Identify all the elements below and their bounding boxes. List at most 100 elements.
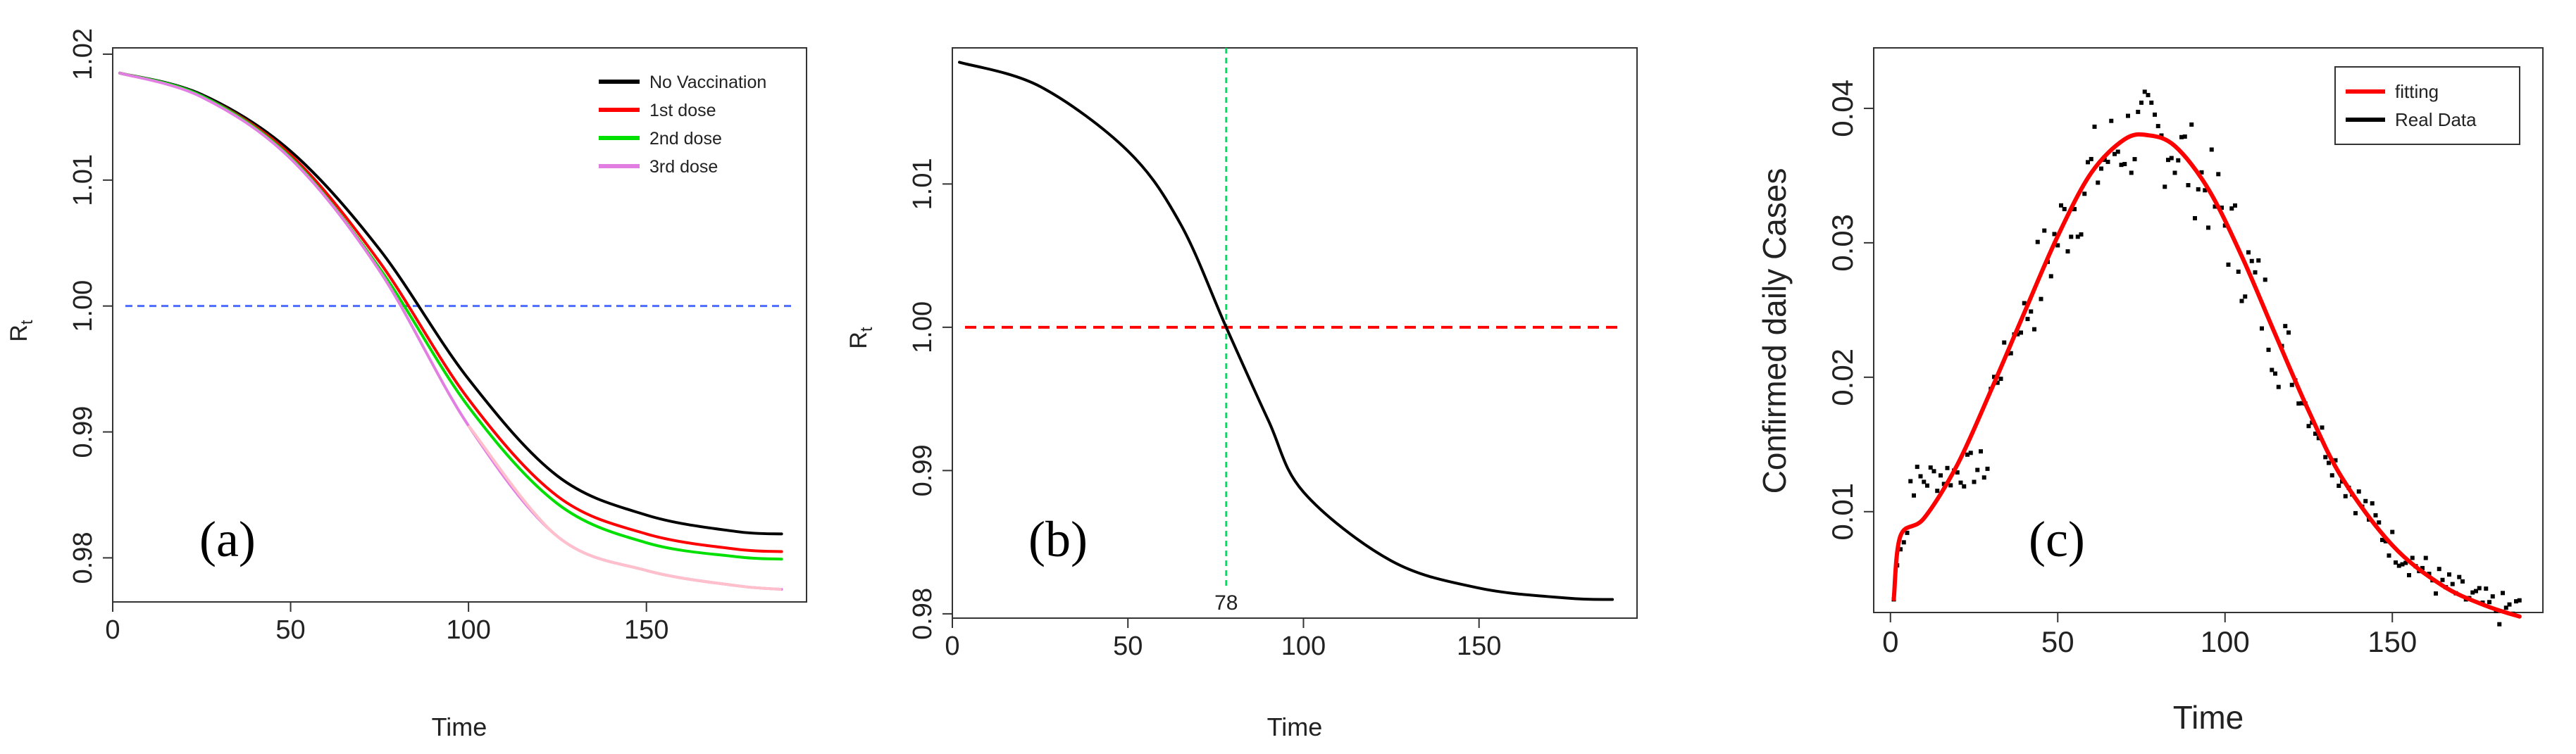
data-point bbox=[2129, 170, 2134, 175]
data-point bbox=[2353, 510, 2358, 515]
data-point bbox=[2179, 134, 2184, 139]
data-point bbox=[2226, 262, 2231, 267]
x-tick-label: 100 bbox=[2201, 625, 2250, 658]
series-group bbox=[118, 71, 794, 591]
data-point bbox=[2394, 560, 2398, 565]
data-point bbox=[2166, 158, 2170, 163]
data-point bbox=[2447, 572, 2451, 577]
legend-label: 3rd dose bbox=[649, 157, 718, 177]
x-tick-label: 0 bbox=[1882, 625, 1898, 658]
data-point bbox=[1908, 479, 1913, 484]
data-point bbox=[1918, 474, 1923, 479]
y-axis: 0.98 0.99 1.00 1.01 bbox=[908, 158, 952, 640]
data-point bbox=[2396, 563, 2401, 568]
data-point bbox=[2213, 204, 2217, 209]
data-point bbox=[2343, 494, 2348, 498]
data-point bbox=[2477, 586, 2482, 591]
series-line bbox=[958, 61, 1614, 601]
y-tick-label: 1.02 bbox=[68, 28, 98, 80]
x-axis: 0 50 100 150 bbox=[945, 618, 1501, 661]
y-tick-label: 0.99 bbox=[68, 406, 98, 458]
data-point bbox=[2420, 565, 2425, 570]
data-point bbox=[2075, 234, 2080, 239]
data-point bbox=[2236, 269, 2241, 274]
data-point bbox=[2065, 249, 2070, 254]
data-point bbox=[2356, 489, 2361, 494]
data-point bbox=[2243, 294, 2248, 299]
y-tick-label: 0.03 bbox=[1826, 214, 1859, 272]
data-point bbox=[2105, 159, 2110, 164]
data-point bbox=[2196, 187, 2201, 191]
data-point bbox=[2503, 605, 2508, 610]
data-point bbox=[2497, 622, 2502, 627]
data-point bbox=[1975, 467, 1980, 472]
data-point bbox=[2487, 600, 2491, 605]
data-point bbox=[2289, 382, 2294, 387]
data-point bbox=[1912, 493, 1916, 498]
data-point bbox=[2316, 436, 2321, 441]
data-point bbox=[2410, 555, 2415, 560]
x-tick-label: 50 bbox=[2041, 625, 2074, 658]
y-tick-label: 1.00 bbox=[68, 280, 98, 332]
data-point bbox=[2276, 384, 2281, 389]
data-point bbox=[2313, 432, 2317, 436]
data-point bbox=[2039, 296, 2043, 301]
panel-a: 0.98 0.99 1.00 1.01 1.02 0 50 100 150 No Vaccin… bbox=[6, 28, 807, 741]
data-point bbox=[2306, 424, 2311, 429]
data-point bbox=[1915, 465, 1919, 470]
data-point bbox=[2122, 162, 2127, 167]
data-point bbox=[1965, 452, 1970, 457]
data-point bbox=[2193, 215, 2197, 220]
data-point bbox=[2096, 180, 2101, 185]
panel-b: 0.98 0.99 1.00 1.01 0 50 100 150 78 Time Rt (b… bbox=[845, 47, 1638, 741]
data-point bbox=[2423, 555, 2428, 560]
data-point bbox=[2427, 572, 2432, 577]
data-point bbox=[2186, 183, 2191, 188]
data-point bbox=[2270, 367, 2275, 372]
data-point bbox=[2082, 191, 2087, 196]
data-point bbox=[2400, 562, 2405, 567]
legend-label: 1st dose bbox=[649, 101, 716, 120]
data-point bbox=[1901, 540, 1906, 545]
data-point bbox=[2266, 347, 2271, 352]
data-point bbox=[1941, 482, 1946, 486]
data-point bbox=[2035, 239, 2040, 244]
series-line bbox=[118, 71, 783, 536]
data-point bbox=[2434, 591, 2438, 596]
data-point bbox=[2032, 327, 2036, 332]
data-point bbox=[2086, 160, 2090, 165]
data-point bbox=[2099, 166, 2103, 171]
data-point bbox=[2377, 520, 2382, 525]
data-point bbox=[2337, 484, 2341, 489]
data-point bbox=[2407, 572, 2411, 577]
data-point bbox=[2239, 299, 2244, 303]
data-point bbox=[2440, 577, 2445, 582]
data-point bbox=[2142, 89, 2147, 94]
data-point bbox=[2002, 340, 2007, 345]
data-point bbox=[2263, 277, 2267, 282]
vertical-line-label: 78 bbox=[1214, 591, 1238, 615]
data-point bbox=[2126, 113, 2130, 118]
data-point bbox=[2119, 163, 2124, 168]
x-tick-label: 100 bbox=[1281, 632, 1326, 661]
data-point bbox=[2323, 455, 2328, 460]
data-point bbox=[2062, 206, 2067, 211]
series-line-tail bbox=[467, 425, 782, 591]
data-point bbox=[2203, 188, 2208, 193]
x-tick-label: 0 bbox=[105, 615, 120, 645]
legend-box bbox=[2334, 66, 2520, 145]
data-point bbox=[2132, 157, 2137, 162]
data-point bbox=[1931, 469, 1936, 474]
data-point bbox=[2253, 270, 2258, 275]
plot-frame bbox=[1873, 47, 2544, 613]
legend: No Vaccination 1st dose 2nd dose 3rd dose bbox=[599, 73, 766, 177]
x-tick-label: 150 bbox=[1457, 632, 1501, 661]
data-point bbox=[1939, 473, 1943, 478]
data-point bbox=[1922, 479, 1927, 484]
plot-frame bbox=[112, 47, 807, 603]
series-line bbox=[1891, 132, 2522, 619]
series-group bbox=[1891, 89, 2522, 627]
y-axis: 0.98 0.99 1.00 1.01 1.02 bbox=[68, 28, 113, 584]
data-point bbox=[2383, 539, 2388, 543]
data-point bbox=[2069, 234, 2074, 239]
